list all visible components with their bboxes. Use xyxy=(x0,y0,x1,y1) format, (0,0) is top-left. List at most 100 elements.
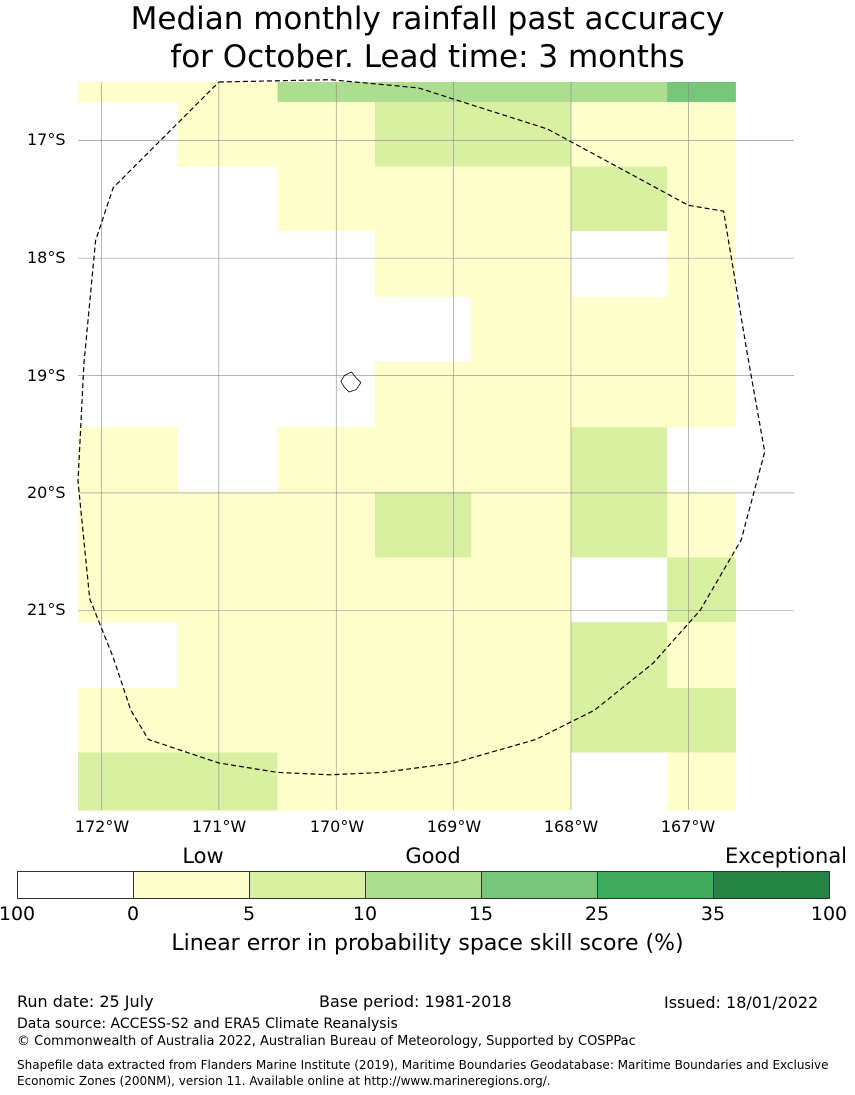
skill-cell xyxy=(471,296,572,363)
colorbar-tick: 5 xyxy=(242,903,256,925)
skill-cell xyxy=(78,491,179,559)
skill-cell xyxy=(471,752,572,811)
lat-label-18s: 18°S xyxy=(27,248,66,267)
skill-cell xyxy=(277,102,376,168)
skill-cell xyxy=(78,557,179,623)
skill-cell xyxy=(177,687,279,754)
colorbar-category-exceptional: Exceptional xyxy=(724,844,848,868)
colorbar-swatch-15-25 xyxy=(481,871,598,899)
skill-cell xyxy=(277,231,376,298)
shapefile-credit: Shapefile data extracted from Flanders M… xyxy=(17,1057,847,1089)
skill-cell xyxy=(177,427,279,493)
colorbar-label: Linear error in probability space skill … xyxy=(171,931,684,956)
skill-cell xyxy=(667,491,736,559)
eez-boundary xyxy=(77,79,766,776)
colorbar-tick: 15 xyxy=(468,903,494,925)
colorbar-swatch-0-5 xyxy=(133,871,250,899)
skill-cell xyxy=(471,82,572,103)
colorbar-swatch-35-100 xyxy=(713,871,830,899)
lat-label-19s: 19°S xyxy=(27,366,66,385)
lat-label-21s: 21°S xyxy=(27,600,66,619)
skill-cell xyxy=(375,231,472,298)
colorbar-tick: 100 xyxy=(810,903,848,925)
lon-label-167w: 167°W xyxy=(660,817,716,836)
skill-cell xyxy=(78,166,179,232)
skill-cell xyxy=(667,102,736,168)
skill-cell xyxy=(571,82,668,103)
skill-cell xyxy=(277,687,376,754)
skill-cell xyxy=(277,557,376,623)
skill-cell xyxy=(277,622,376,689)
lon-label-171w: 171°W xyxy=(191,817,247,836)
skill-cell xyxy=(375,427,472,493)
skill-cell xyxy=(375,361,472,428)
skill-cell xyxy=(375,82,472,103)
skill-cell xyxy=(471,557,572,623)
shapefile-credit-line2: Economic Zones (200NM), version 11. Avai… xyxy=(17,1074,551,1088)
lon-label-168w: 168°W xyxy=(543,817,599,836)
shapefile-credit-line1: Shapefile data extracted from Flanders M… xyxy=(17,1058,829,1072)
skill-cell xyxy=(375,752,472,811)
skill-cell xyxy=(78,361,179,428)
skill-cell xyxy=(177,557,279,623)
skill-cell xyxy=(375,296,472,363)
colorbar-swatch-25-35 xyxy=(597,871,714,899)
skill-cell xyxy=(571,102,668,168)
skill-cell xyxy=(571,622,668,689)
lat-label-20s: 20°S xyxy=(27,483,66,502)
skill-cell xyxy=(177,102,279,168)
skill-cell xyxy=(667,752,736,811)
skill-cell xyxy=(375,102,472,168)
skill-cell xyxy=(277,82,376,103)
skill-cell xyxy=(277,752,376,811)
data-source: Data source: ACCESS-S2 and ERA5 Climate … xyxy=(17,1016,398,1032)
map-title: Median monthly rainfall past accuracy fo… xyxy=(0,0,855,76)
skill-cell xyxy=(471,166,572,232)
skill-cell xyxy=(667,82,736,103)
skill-cell xyxy=(571,166,668,232)
lon-label-172w: 172°W xyxy=(74,817,130,836)
skill-cell xyxy=(667,622,736,689)
skill-cell xyxy=(571,296,668,363)
lon-label-169w: 169°W xyxy=(426,817,482,836)
skill-cell xyxy=(277,166,376,232)
skill-cell xyxy=(177,166,279,232)
skill-cell xyxy=(375,687,472,754)
skill-grid xyxy=(78,82,736,811)
skill-cell xyxy=(571,752,668,811)
colorbar-tick: 0 xyxy=(126,903,140,925)
skill-cell xyxy=(375,622,472,689)
colorbar-swatch-5-10 xyxy=(249,871,366,899)
colorbar-tick: 100 xyxy=(0,903,36,925)
skill-score-map xyxy=(77,79,794,811)
skill-cell xyxy=(571,427,668,493)
skill-cell xyxy=(667,361,736,428)
issued-date: Issued: 18/01/2022 xyxy=(664,993,819,1012)
colorbar-swatch-negative xyxy=(17,871,134,899)
skill-cell xyxy=(177,296,279,363)
skill-cell xyxy=(78,102,179,168)
skill-cell xyxy=(177,231,279,298)
map-title-line1: Median monthly rainfall past accuracy xyxy=(130,1,725,37)
skill-cell xyxy=(667,427,736,493)
skill-cell xyxy=(78,427,179,493)
skill-cell xyxy=(471,491,572,559)
skill-cell xyxy=(471,102,572,168)
skill-cell xyxy=(471,231,572,298)
skill-cell xyxy=(375,491,472,559)
run-date: Run date: 25 July xyxy=(17,992,154,1011)
graticule xyxy=(78,82,794,810)
skill-cell xyxy=(78,82,179,103)
skill-cell xyxy=(177,752,279,811)
skill-cell xyxy=(471,622,572,689)
skill-cell xyxy=(177,622,279,689)
skill-cell xyxy=(78,622,179,689)
skill-cell xyxy=(375,166,472,232)
skill-cell xyxy=(375,557,472,623)
skill-cell xyxy=(667,687,736,754)
colorbar-tick: 35 xyxy=(700,903,726,925)
colorbar-tick: 25 xyxy=(584,903,610,925)
skill-cell xyxy=(667,296,736,363)
colorbar-category-low: Low xyxy=(182,844,224,868)
colorbar-swatch-10-15 xyxy=(365,871,482,899)
